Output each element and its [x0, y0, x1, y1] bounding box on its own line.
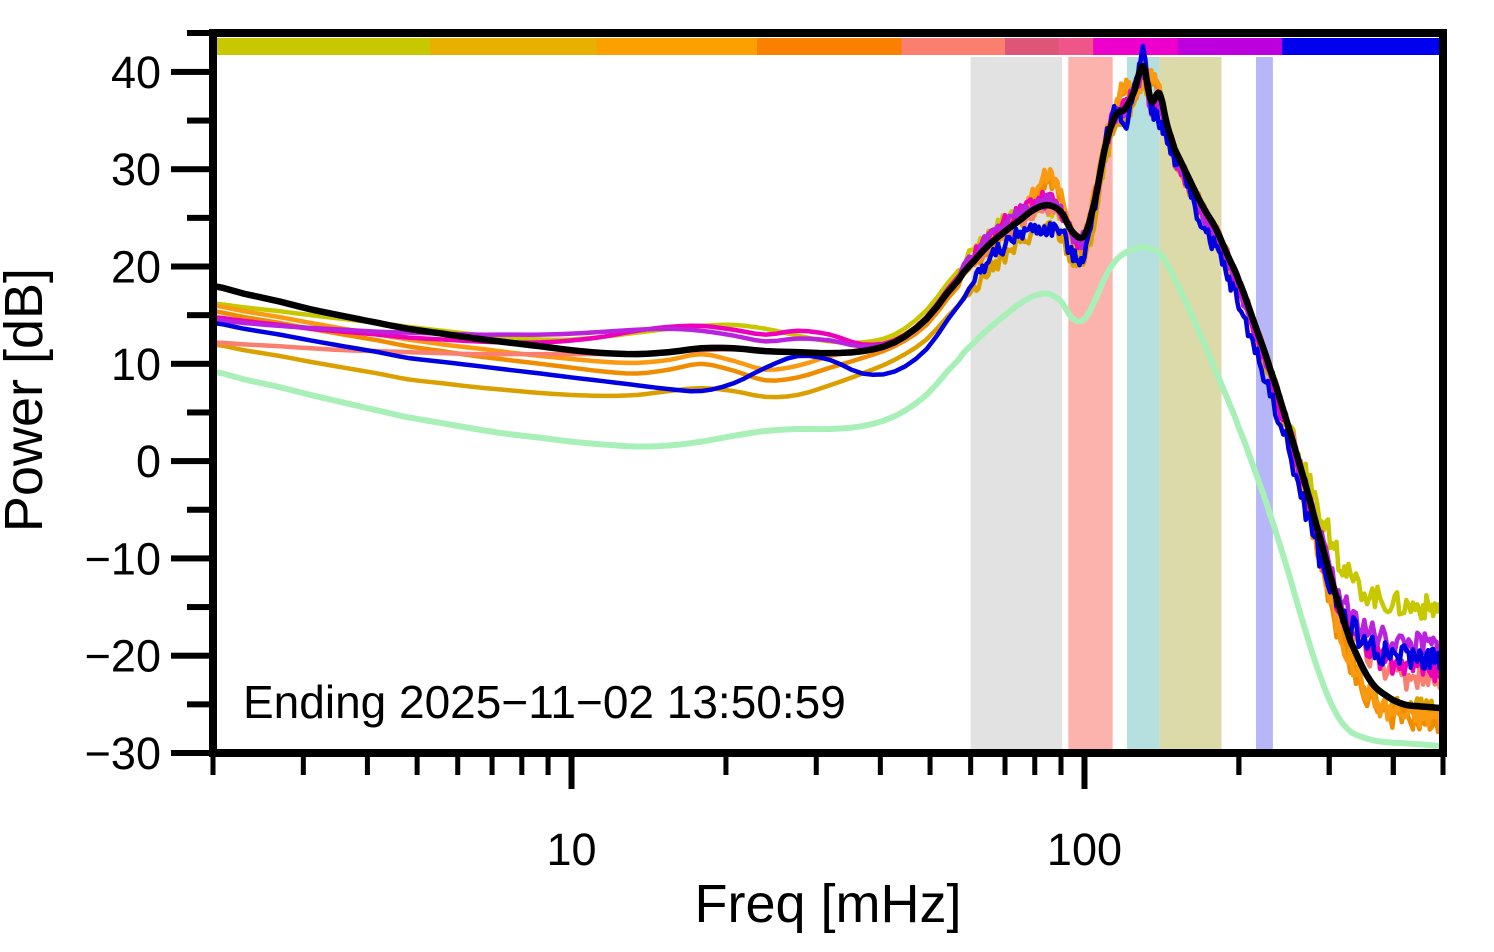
x-tick: [568, 755, 575, 789]
plot-frame: [209, 29, 1447, 757]
x-tick: [300, 755, 306, 775]
colorbar-segment-4: [901, 38, 1006, 55]
colorbar-segment-6: [1058, 38, 1095, 55]
y-tick: [171, 555, 211, 562]
colorbar-segment-1: [430, 38, 598, 55]
y-tick: [171, 68, 211, 75]
x-tick: [1058, 755, 1064, 775]
y-tick-label: 0: [136, 436, 161, 487]
x-tick: [1326, 755, 1332, 775]
colorbar-segment-9: [1282, 38, 1444, 55]
x-tick: [489, 755, 495, 775]
band-khaki: [1159, 57, 1222, 753]
y-tick-label: −20: [85, 631, 161, 682]
y-tick: [171, 166, 211, 173]
x-tick: [210, 755, 216, 775]
x-tick: [813, 755, 819, 775]
y-tick: [187, 312, 211, 319]
y-tick-label: 40: [111, 47, 161, 98]
x-tick: [414, 755, 420, 775]
y-tick: [171, 750, 211, 756]
axis-line-left: [209, 29, 217, 757]
y-tick: [187, 214, 211, 221]
axis-tick-labels-group: 10 100 −30 −20 −10 0 10 20 30 40: [85, 47, 1122, 875]
axis-line-bottom: [209, 749, 1447, 757]
x-tick: [927, 755, 933, 775]
x-tick: [364, 755, 370, 775]
y-tick: [187, 117, 211, 124]
y-axis-title: Power [dB]: [0, 268, 54, 532]
x-tick: [1236, 755, 1242, 775]
axis-line-top: [209, 29, 1439, 37]
spectrum-traces-group: [209, 43, 1447, 750]
x-tick: [1002, 755, 1008, 775]
y-tick: [187, 701, 211, 708]
ending-timestamp-annotation: Ending 2025−11−02 13:50:59: [243, 676, 846, 728]
series-mean-black: [209, 62, 1447, 712]
y-tick: [187, 30, 211, 36]
band-violet: [1256, 57, 1273, 753]
x-tick: [968, 755, 974, 775]
band-gray: [970, 57, 1063, 753]
x-tick: [519, 755, 525, 775]
x-tick-label: 100: [1047, 824, 1122, 875]
y-tick: [171, 360, 211, 367]
x-tick: [1032, 755, 1038, 775]
y-tick-label: 20: [111, 242, 161, 293]
series-trace-lightgreen: [210, 244, 1446, 750]
band-cyan: [1126, 57, 1160, 753]
y-tick: [187, 604, 211, 611]
x-tick: [1440, 755, 1446, 775]
colorbar-segment-2: [596, 38, 758, 55]
y-tick-label: 10: [111, 339, 161, 390]
y-tick: [187, 409, 211, 416]
frequency-colorbar: [213, 38, 1444, 55]
colorbar-segment-0: [213, 38, 431, 55]
x-axis-title: Freq [mHz]: [694, 874, 961, 934]
x-tick: [877, 755, 883, 775]
axis-ticks-group: [171, 30, 1446, 789]
y-tick-label: −30: [85, 728, 161, 779]
y-tick: [171, 652, 211, 659]
y-tick: [171, 263, 211, 270]
y-tick-label: −10: [85, 533, 161, 584]
colorbar-segment-8: [1177, 38, 1284, 55]
x-tick-label: 10: [546, 824, 596, 875]
y-tick-label: 30: [111, 144, 161, 195]
colorbar-segment-5: [1005, 38, 1060, 55]
y-tick: [187, 506, 211, 513]
y-tick: [171, 458, 211, 465]
x-tick: [723, 755, 729, 775]
axis-line-right: [1439, 29, 1447, 757]
x-tick: [455, 755, 461, 775]
x-tick: [545, 755, 551, 775]
x-tick: [1081, 755, 1088, 789]
x-tick: [1390, 755, 1396, 775]
colorbar-segment-7: [1093, 38, 1179, 55]
colorbar-segment-3: [757, 38, 903, 55]
